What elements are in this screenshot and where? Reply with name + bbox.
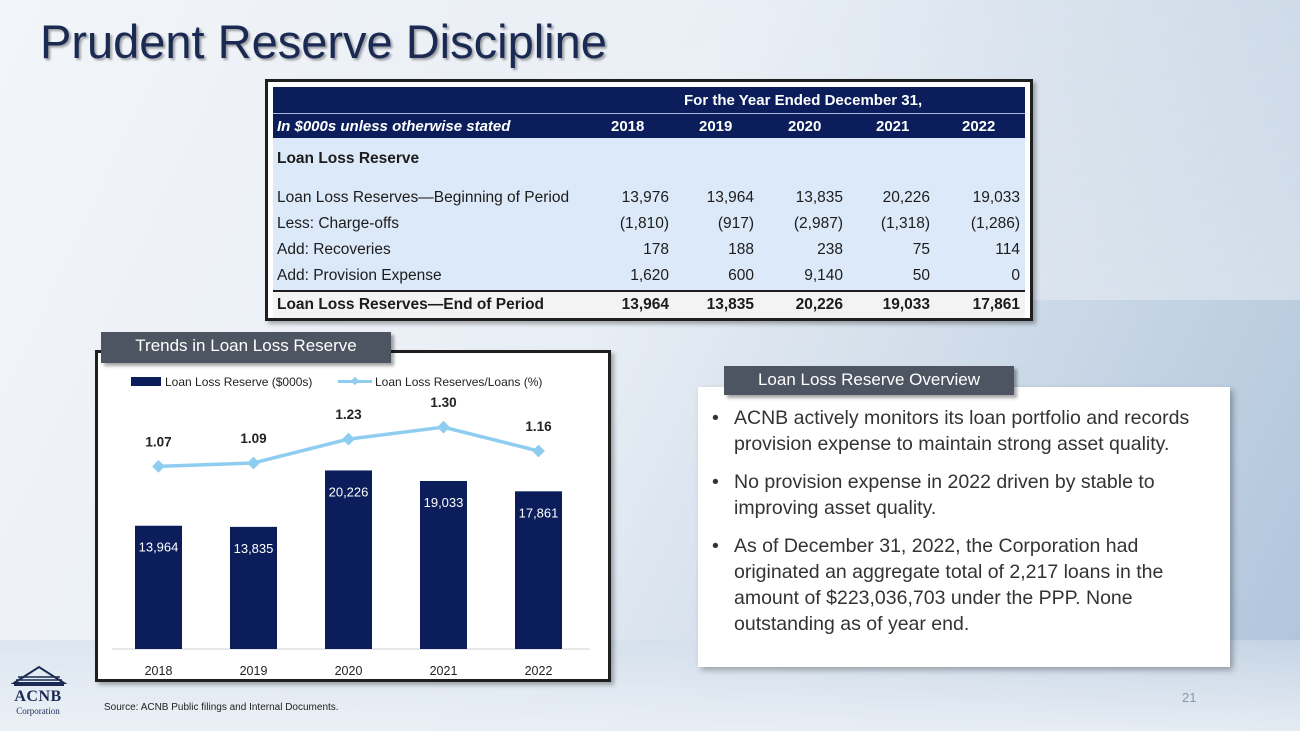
total-2018: 13,964 [621, 296, 669, 313]
loan-loss-chart: Loan Loss Reserve ($000s) Loan Loss Reser… [112, 375, 590, 678]
table-header-year: 2018 [611, 118, 645, 135]
ratio-point [152, 460, 165, 473]
logo-name: ACNB [14, 688, 62, 705]
overview-panel: ACNB actively monitors its loan portfoli… [698, 387, 1230, 667]
bar-data-label: 13,964 [139, 540, 179, 555]
bar-data-label: 19,033 [424, 495, 464, 510]
ratio-data-label: 1.16 [525, 419, 552, 434]
legend-label-bar: Loan Loss Reserve ($000s) [165, 375, 312, 389]
total-2022: 17,861 [972, 296, 1020, 313]
cell-2020: 9,140 [804, 267, 843, 284]
cell-2022: 0 [1011, 267, 1020, 284]
acnb-logo-icon [10, 665, 68, 686]
table-header-year: 2019 [699, 118, 733, 135]
ratio-data-label: 1.23 [335, 407, 362, 422]
cell-2021: 75 [912, 241, 930, 258]
row-label: Add: Provision Expense [277, 267, 442, 284]
cell-2018: 178 [643, 241, 669, 258]
cell-2018: 1,620 [630, 267, 669, 284]
table-row: Add: Recoveries 178 188 238 75 114 [273, 237, 1025, 263]
logo-sub: Corporation [16, 706, 60, 716]
table-header-year: 2020 [788, 118, 822, 135]
ratio-point [342, 432, 355, 446]
bar-data-label: 17,861 [519, 505, 559, 520]
bar [135, 525, 182, 649]
table-section-row: Loan Loss Reserve [273, 146, 1025, 172]
legend-swatch-bar [131, 377, 161, 386]
cell-2019: (917) [717, 215, 754, 232]
page-number: 21 [1182, 690, 1197, 705]
overview-bullet: ACNB actively monitors its loan portfoli… [710, 405, 1220, 457]
cell-2022: 114 [995, 241, 1020, 258]
table-row: Add: Provision Expense 1,620 600 9,140 5… [273, 263, 1025, 289]
total-2021: 19,033 [882, 296, 930, 313]
table-header-year: 2022 [962, 118, 996, 135]
cell-2020: (2,987) [793, 215, 843, 232]
ratio-point [437, 420, 450, 434]
total-label: Loan Loss Reserves—End of Period [277, 296, 545, 313]
cell-2022: 19,033 [972, 189, 1020, 206]
cell-2019: 13,964 [706, 189, 754, 206]
cell-2021: (1,318) [880, 215, 930, 232]
table-header-units: In $000s unless otherwise stated [277, 118, 511, 135]
cell-2019: 188 [728, 241, 754, 258]
bar-data-label: 20,226 [329, 484, 369, 499]
table-row: Loan Loss Reserves—Beginning of Period 1… [273, 185, 1025, 211]
overview-bullets: ACNB actively monitors its loan portfoli… [710, 405, 1220, 649]
table-header-period-label: For the Year Ended December 31, [684, 92, 923, 109]
x-tick-label: 2018 [145, 664, 173, 678]
cell-2020: 238 [817, 241, 843, 258]
table-header-period: For the Year Ended December 31, [273, 87, 1025, 113]
ratio-data-label: 1.07 [145, 434, 171, 449]
x-tick-label: 2022 [525, 664, 553, 678]
cell-2019: 600 [728, 267, 754, 284]
ratio-point [532, 444, 545, 458]
table-header-year: 2021 [876, 118, 910, 135]
cell-2018: 13,976 [621, 189, 669, 206]
overview-bullet: As of December 31, 2022, the Corporation… [710, 533, 1220, 637]
bar [325, 470, 372, 649]
x-tick-label: 2020 [335, 664, 363, 678]
legend-label-line: Loan Loss Reserves/Loans (%) [375, 375, 542, 389]
cell-2022: (1,286) [970, 215, 1020, 232]
cell-2018: (1,810) [619, 215, 669, 232]
cell-2020: 13,835 [795, 189, 843, 206]
table-total-row: Loan Loss Reserves—End of Period 13,964 … [273, 290, 1025, 318]
table-header-row: In $000s unless otherwise stated 2018 20… [273, 113, 1025, 138]
bar-data-label: 13,835 [234, 541, 274, 556]
bar [420, 480, 467, 649]
table-section-label: Loan Loss Reserve [277, 150, 420, 167]
loan-loss-table: For the Year Ended December 31, In $000s… [265, 79, 1033, 321]
overview-bullet: No provision expense in 2022 driven by s… [710, 469, 1220, 521]
ratio-data-label: 1.30 [430, 395, 456, 410]
source-note: Source: ACNB Public filings and Internal… [104, 702, 339, 713]
table-row: Less: Charge-offs (1,810) (917) (2,987) … [273, 211, 1025, 237]
page-title: Prudent Reserve Discipline [40, 15, 607, 68]
row-label: Add: Recoveries [277, 241, 391, 258]
ratio-data-label: 1.09 [240, 431, 266, 446]
legend-marker-line [350, 376, 360, 386]
total-2020: 20,226 [795, 296, 843, 313]
cell-2021: 20,226 [882, 189, 930, 206]
overview-tag: Loan Loss Reserve Overview [724, 366, 1014, 395]
chart-tag: Trends in Loan Loss Reserve [101, 332, 391, 363]
bar [515, 491, 562, 649]
x-tick-label: 2021 [430, 664, 458, 678]
total-2019: 13,835 [706, 296, 754, 313]
table-body: For the Year Ended December 31, In $000s… [273, 87, 1025, 318]
bar [230, 526, 277, 649]
row-label: Loan Loss Reserves—Beginning of Period [277, 189, 570, 206]
row-label: Less: Charge-offs [277, 215, 400, 232]
cell-2021: 50 [912, 267, 930, 284]
x-tick-label: 2019 [240, 664, 268, 678]
ratio-point [247, 456, 260, 470]
